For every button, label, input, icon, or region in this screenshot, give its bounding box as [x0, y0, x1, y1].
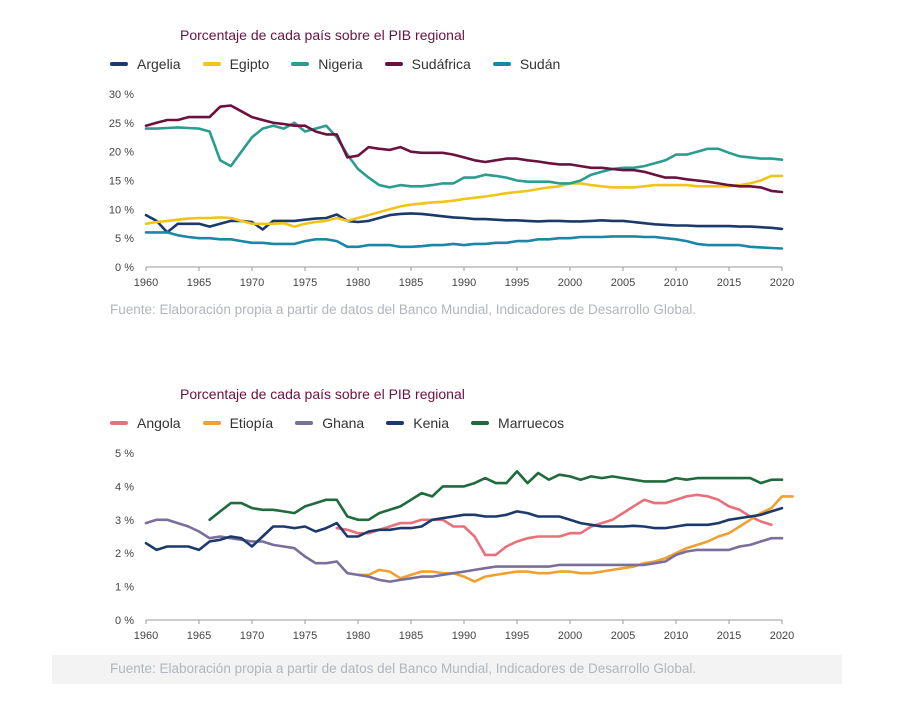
chart1-xtick-label: 1985 — [399, 277, 423, 289]
chart1-xtick-label: 1995 — [505, 277, 529, 289]
chart2-series-kenia — [144, 506, 784, 552]
legend-swatch — [110, 421, 128, 425]
chart2-xtick-label: 2010 — [664, 630, 688, 642]
chart1-legend-argelia: Argelia — [110, 56, 181, 72]
chart1-xtick-label: 2010 — [664, 277, 688, 289]
chart2-xtick-label: 1985 — [399, 630, 423, 642]
chart1-xtick-label: 2015 — [717, 277, 741, 289]
legend-label: Marruecos — [498, 415, 565, 431]
chart1-xtick-label: 1960 — [134, 277, 158, 289]
legend-swatch — [295, 421, 314, 425]
chart1-ytick-label: 15 % — [109, 176, 134, 188]
chart1-xtick-label: 1965 — [187, 277, 211, 289]
chart2-series-angola — [335, 493, 773, 557]
chart2-legend-angola: Angola — [110, 415, 181, 431]
chart2-legend: Angola Etiopía Ghana Kenia Marruecos — [110, 415, 586, 431]
chart1-xtick-label: 2005 — [611, 277, 635, 289]
chart1-xtick-label: 1980 — [346, 277, 370, 289]
chart1-xtick-label: 2000 — [558, 277, 582, 289]
chart1-legend-sudafrica: Sudáfrica — [384, 56, 471, 72]
legend-swatch — [202, 62, 221, 66]
legend-swatch — [471, 421, 490, 425]
chart1-xtick-label: 1990 — [452, 277, 476, 289]
chart2-ytick-label: 5 % — [115, 448, 134, 460]
chart1-legend-nigeria: Nigeria — [291, 56, 363, 72]
chart1-xtick-label: 1975 — [293, 277, 317, 289]
chart2-xtick-label: 2005 — [611, 630, 635, 642]
chart1-ytick-label: 0 % — [115, 262, 134, 274]
chart1-series-sudafrica — [144, 104, 784, 194]
legend-swatch — [386, 421, 405, 425]
chart2-ytick-label: 2 % — [115, 548, 134, 560]
chart2-legend-marruecos: Marruecos — [471, 415, 564, 431]
chart2-xtick-label: 1980 — [346, 630, 370, 642]
chart1-xtick-label: 2020 — [770, 277, 794, 289]
legend-label: Sudán — [519, 56, 561, 72]
bottom-shadow-band — [52, 655, 842, 684]
legend-swatch — [291, 62, 310, 66]
chart1-source: Fuente: Elaboración propia a partir de d… — [110, 302, 697, 317]
legend-swatch — [110, 62, 128, 66]
chart1-ytick-label: 10 % — [109, 204, 134, 216]
chart2-series-etiopia — [356, 495, 794, 583]
chart2-xtick-label: 2000 — [558, 630, 582, 642]
chart2-xtick-label: 1965 — [187, 630, 211, 642]
chart1-ytick-label: 30 % — [109, 89, 134, 101]
chart2-xtick-label: 1975 — [293, 630, 317, 642]
legend-label: Nigeria — [318, 56, 363, 72]
chart2-source: Fuente: Elaboración propia a partir de d… — [110, 661, 697, 676]
chart1-ytick-label: 5 % — [115, 233, 134, 245]
legend-swatch — [384, 62, 403, 66]
chart1-legend: Argelia Egipto Nigeria Sudáfrica Sudán — [110, 56, 582, 72]
chart1-series-sudan — [144, 231, 784, 250]
chart1-series-egipto — [144, 174, 784, 228]
legend-label: Argelia — [137, 56, 181, 72]
chart1-ytick-label: 20 % — [109, 147, 134, 159]
legend-label: Kenia — [413, 415, 450, 431]
chart1-xtick-label: 1970 — [240, 277, 264, 289]
chart2-legend-kenia: Kenia — [386, 415, 449, 431]
chart2-series-ghana — [144, 518, 784, 583]
chart1-title: Porcentaje de cada país sobre el PIB reg… — [180, 27, 465, 43]
legend-label: Angola — [137, 415, 181, 431]
chart2-xtick-label: 2015 — [717, 630, 741, 642]
chart2-title: Porcentaje de cada país sobre el PIB reg… — [180, 386, 465, 402]
chart2-ytick-label: 1 % — [115, 582, 134, 594]
chart2-xtick-label: 2020 — [770, 630, 794, 642]
chart1-legend-egipto: Egipto — [202, 56, 270, 72]
chart1-series-nigeria — [144, 121, 784, 189]
chart1-series-argelia — [144, 212, 784, 234]
chart2-xtick-label: 1970 — [240, 630, 264, 642]
chart2-series-marruecos — [208, 470, 784, 522]
chart2-ytick-label: 3 % — [115, 515, 134, 527]
legend-swatch — [202, 421, 221, 425]
legend-label: Egipto — [229, 56, 270, 72]
chart2-legend-ghana: Ghana — [295, 415, 364, 431]
chart2-xtick-label: 1995 — [505, 630, 529, 642]
legend-swatch — [492, 62, 511, 66]
chart1-ytick-label: 25 % — [109, 118, 134, 130]
chart2-ytick-label: 0 % — [115, 615, 134, 627]
chart2-xtick-label: 1960 — [134, 630, 158, 642]
legend-label: Sudáfrica — [411, 56, 471, 72]
chart2-legend-etiopia: Etiopía — [202, 415, 274, 431]
chart1-legend-sudan: Sudán — [492, 56, 561, 72]
chart2-xtick-label: 1990 — [452, 630, 476, 642]
legend-label: Etiopía — [229, 415, 274, 431]
legend-label: Ghana — [322, 415, 365, 431]
chart2-ytick-label: 4 % — [115, 481, 134, 493]
